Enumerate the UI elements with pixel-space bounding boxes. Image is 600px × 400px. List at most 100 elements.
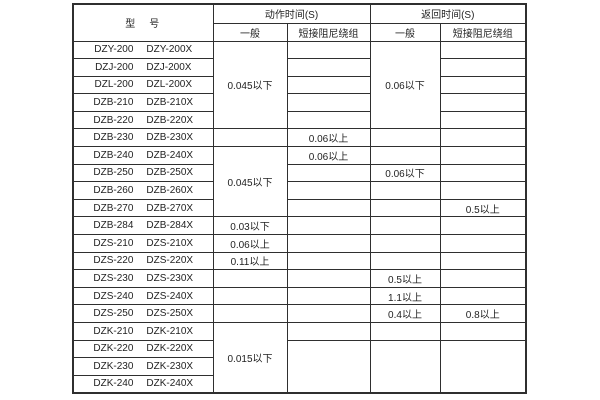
model-name-x: DZB-284X: [146, 220, 194, 232]
return-general-cell: 1.1以上: [369, 286, 441, 306]
model-cell: DZB-284 DZB-284X: [72, 216, 214, 236]
header-action-general: 一般: [212, 22, 288, 42]
model-name: DZK-230: [93, 360, 134, 372]
action-damping-cell: [286, 163, 371, 183]
table-row: DZS-220 DZS-220X 0.11以上: [72, 251, 527, 271]
table-row: DZL-200 DZL-200X: [72, 75, 527, 95]
model-name-x: DZJ-200X: [146, 61, 192, 73]
return-damping-cell: [439, 93, 527, 112]
return-damping-cell: [439, 40, 527, 60]
model-name: DZB-240: [93, 149, 134, 161]
action-general-cell: [212, 304, 288, 323]
action-damping-cell: [286, 75, 371, 95]
action-general-cell: 0.03以下: [212, 216, 288, 236]
model-cell: DZB-270 DZB-270X: [72, 198, 214, 218]
model-cell: DZS-220 DZS-220X: [72, 251, 214, 271]
model-cell: DZK-240 DZK-240X: [72, 374, 214, 394]
model-name: DZS-250: [93, 308, 134, 320]
table-row: DZK-210 DZK-210X 0.015以下: [72, 321, 527, 394]
table-row: DZB-260 DZB-260X: [72, 181, 527, 200]
model-cell: DZJ-200 DZJ-200X: [72, 58, 214, 77]
return-damping-cell: [439, 181, 527, 200]
table-row: DZY-200 DZY-200X 0.045以下 0.06以下: [72, 40, 527, 130]
return-general-cell: [369, 216, 441, 236]
header-return-general: 一般: [369, 22, 441, 42]
table-row: DZK-240 DZK-240X: [72, 374, 526, 394]
action-damping-cell: [286, 93, 371, 112]
model-name: DZY-200: [94, 44, 134, 56]
model-name-x: DZS-220X: [146, 255, 194, 267]
action-damping-cell: [286, 304, 371, 323]
model-name-x: DZS-210X: [146, 237, 194, 249]
model-name-x: DZK-210X: [146, 325, 194, 337]
table-body: DZY-200 DZY-200X 0.045以下 0.06以下 DZJ-200 DZJ-2…: [72, 40, 527, 394]
header-row-1: 型 号 动作时间(S) 返回时间(S): [72, 3, 527, 42]
action-damping-cell: [286, 234, 371, 253]
model-name-x: DZB-220X: [146, 114, 194, 126]
header-action-time: 动作时间(S): [212, 3, 371, 24]
action-damping-cell: [286, 251, 371, 271]
return-damping-cell: [439, 128, 527, 148]
action-damping-cell: [286, 58, 371, 77]
action-damping-cell: [286, 269, 371, 288]
return-damping-cell: 0.8以上: [439, 304, 527, 323]
header-action-damping: 短接阻尼绕组: [286, 22, 371, 42]
return-damping-cell: [439, 216, 527, 236]
action-general-cell: [212, 269, 288, 288]
model-name: DZS-220: [93, 255, 134, 267]
model-name-x: DZB-260X: [146, 185, 194, 197]
return-damping-cell: [439, 163, 527, 183]
model-name-x: DZS-250X: [146, 308, 194, 320]
return-general-cell: [369, 251, 441, 271]
model-cell: DZS-250 DZS-250X: [72, 304, 214, 323]
table-row: DZS-250 DZS-250X 0.4以上 0.8以上: [72, 304, 527, 323]
model-name-x: DZS-230X: [146, 273, 194, 285]
model-cell: DZL-200 DZL-200X: [72, 75, 214, 95]
model-name: DZL-200: [94, 79, 134, 91]
model-cell: DZK-230 DZK-230X: [72, 357, 214, 376]
action-damping-cell: [286, 181, 371, 200]
model-name-x: DZS-240X: [146, 290, 194, 302]
action-damping-cell: [286, 322, 371, 341]
return-general-cell: [369, 198, 441, 218]
model-cell: DZB-260 DZB-260X: [72, 181, 214, 200]
model-cell: DZB-230 DZB-230X: [72, 128, 214, 148]
action-damping-cell: [286, 286, 371, 306]
table-row: DZB-250 DZB-250X 0.06以下: [72, 163, 527, 183]
return-general-cell: [369, 146, 441, 165]
return-damping-cell: [439, 339, 527, 394]
model-name: DZK-210: [93, 325, 134, 337]
model-cell: DZB-210 DZB-210X: [72, 93, 214, 112]
return-damping-cell: 0.5以上: [439, 198, 527, 218]
model-cell: DZK-210 DZK-210X: [72, 322, 214, 341]
header-return-time: 返回时间(S): [369, 3, 527, 24]
model-name: DZB-260: [93, 185, 134, 197]
table-row: DZB-240 DZB-240X 0.045以下 0.06以上: [72, 146, 527, 218]
model-cell: DZS-230 DZS-230X: [72, 269, 214, 288]
action-general-cell: 0.015以下: [212, 321, 288, 394]
model-name: DZB-220: [93, 114, 134, 126]
table-row: DZB-270 DZB-270X 0.5以上: [72, 198, 527, 218]
action-general-cell: 0.11以上: [212, 251, 288, 271]
model-name: DZB-270: [93, 202, 134, 214]
return-general-cell: 0.06以下: [369, 40, 441, 130]
return-damping-cell: [439, 234, 527, 253]
return-damping-cell: [439, 58, 527, 77]
model-name: DZS-240: [93, 290, 134, 302]
model-name-x: DZK-240X: [146, 378, 194, 390]
return-general-cell: [369, 181, 441, 200]
table-row: DZJ-200 DZJ-200X: [72, 58, 527, 77]
header-row-2: 一般 短接阻尼绕组 一般 短接阻尼绕组: [73, 22, 527, 42]
model-cell: DZB-250 DZB-250X: [72, 163, 214, 183]
table-row: DZB-210 DZB-210X: [72, 93, 527, 112]
action-damping-cell: [286, 339, 371, 394]
return-general-cell: 0.4以上: [369, 304, 441, 323]
action-general-cell: [212, 286, 288, 306]
relay-timing-table: 型 号 动作时间(S) 返回时间(S) 一般 短接阻尼绕组 一般 短接阻尼绕组 …: [72, 3, 527, 394]
return-general-cell: [369, 128, 441, 148]
model-name-x: DZB-250X: [146, 167, 194, 179]
table-row: DZS-240 DZS-240X 1.1以上: [72, 286, 527, 306]
return-damping-cell: [439, 322, 527, 341]
model-cell: DZY-200 DZY-200X: [72, 40, 214, 60]
model-name: DZS-210: [93, 237, 134, 249]
